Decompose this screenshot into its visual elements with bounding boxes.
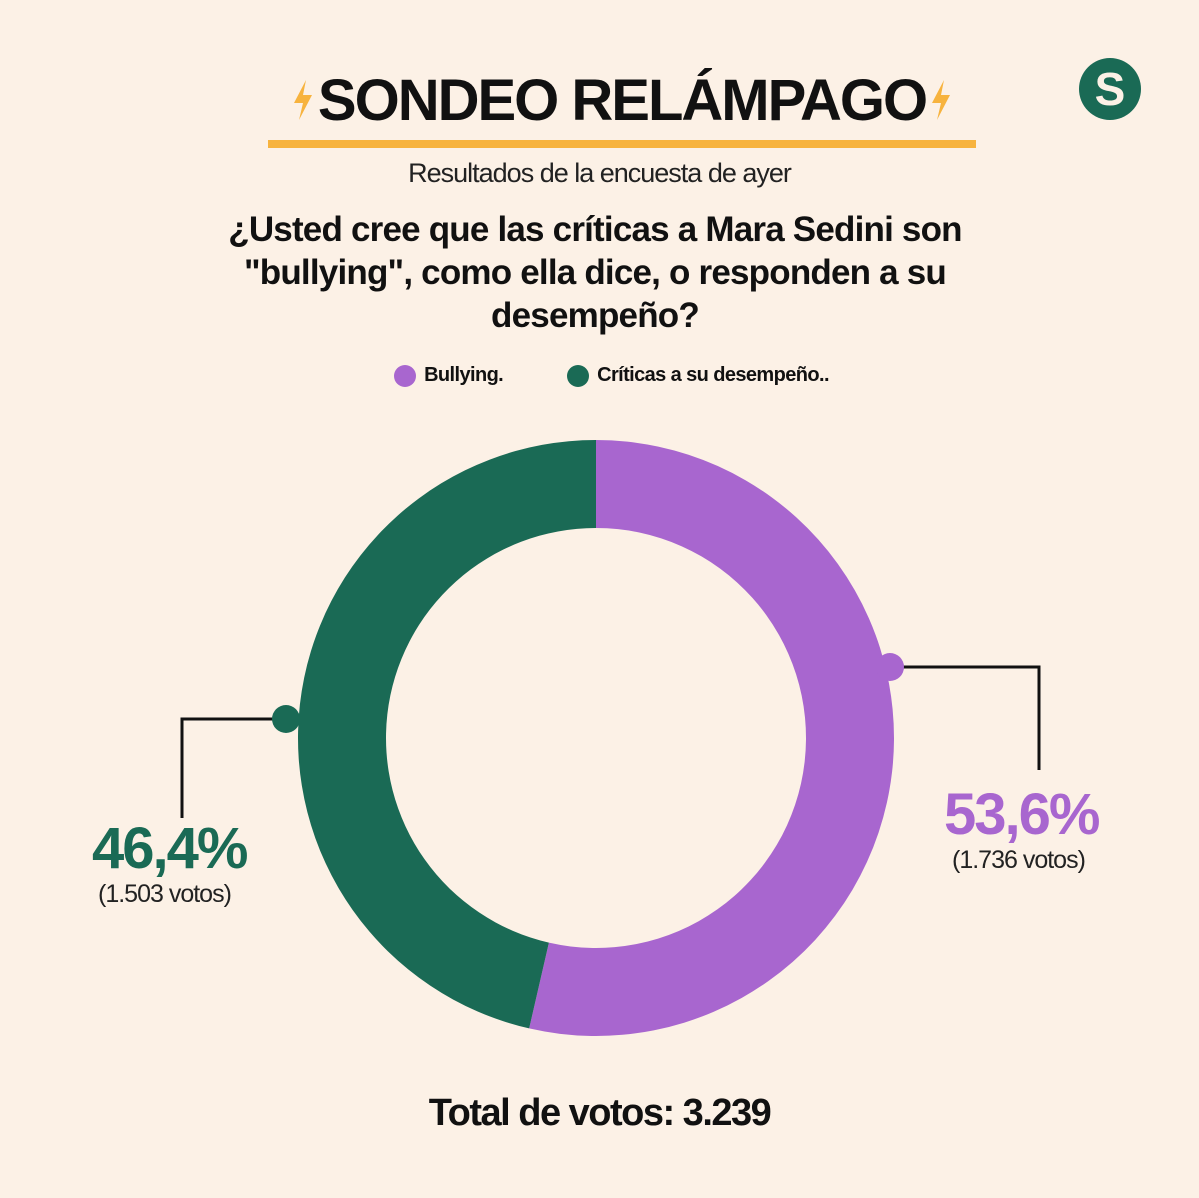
data-label-bullying-votes: (1.736 votos) (952, 846, 1086, 874)
data-label-criticas-votes: (1.503 votos) (98, 880, 232, 908)
data-label-bullying-percent: 53,6% (944, 782, 1100, 847)
criticas-leader-line (180, 717, 286, 818)
total-votes: Total de votos: 3.239 (428, 1092, 772, 1134)
lightning-bolt-icon (932, 80, 951, 120)
title-block: SONDEO RELÁMPAGO (268, 62, 976, 148)
legend-label-criticas: Críticas a su desempeño.. (597, 364, 829, 386)
legend-label-bullying: Bullying. (424, 364, 504, 386)
page-title: SONDEO RELÁMPAGO (317, 67, 928, 133)
legend-swatch-bullying (394, 364, 417, 387)
legend-item-bullying: Bullying. (394, 364, 504, 387)
bullying-leader-line (890, 665, 1041, 770)
poll-question: ¿Usted cree que las críticas a Mara Sedi… (228, 210, 962, 335)
chart-legend: Bullying. Críticas a su desempeño.. (0, 364, 1199, 387)
bullying-marker-dot (876, 653, 904, 681)
brand-logo: S (1079, 58, 1141, 120)
donut-slice-bullying (529, 440, 894, 1036)
criticas-marker-dot (272, 705, 300, 733)
brand-logo-letter: S (1094, 63, 1126, 115)
legend-item-criticas: Críticas a su desempeño.. (567, 364, 830, 387)
title-underline (268, 140, 976, 148)
donut-slice-criticas (297, 440, 596, 1029)
legend-swatch-criticas (567, 364, 590, 387)
data-label-criticas-percent: 46,4% (92, 816, 248, 881)
lightning-bolt-icon (293, 80, 312, 120)
subtitle: Resultados de la encuesta de ayer (408, 158, 792, 188)
